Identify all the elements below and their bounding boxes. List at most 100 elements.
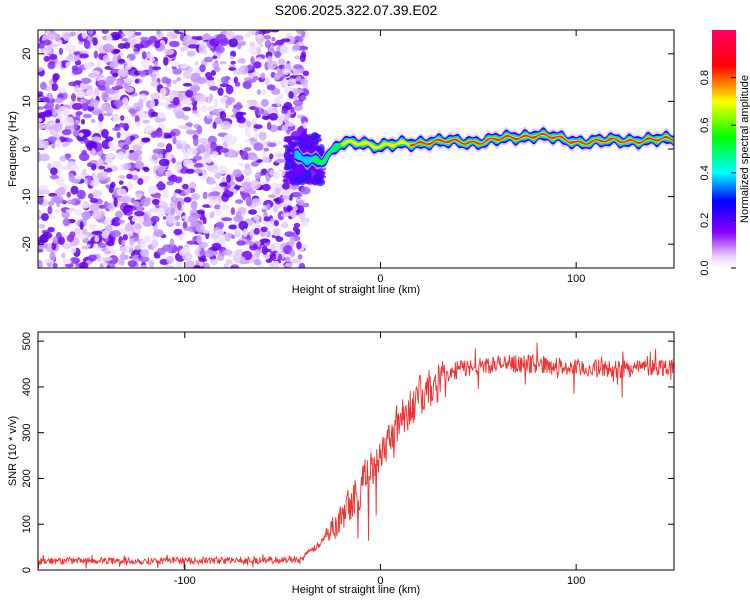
noise-blob (166, 180, 175, 186)
noise-blob (172, 135, 177, 145)
noise-blob (181, 215, 189, 220)
noise-blob (213, 204, 221, 210)
noise-blob (63, 107, 70, 117)
colorbar-tick-label: 0.4 (699, 165, 711, 180)
noise-blob (173, 228, 183, 236)
noise-blob (198, 241, 209, 249)
noise-blob (248, 45, 260, 55)
noise-blob (116, 151, 125, 161)
noise-blob (128, 152, 139, 161)
noise-blob (300, 186, 311, 195)
snr-x-tick-label: 100 (567, 575, 585, 587)
noise-blob (178, 30, 190, 33)
noise-blob (105, 80, 114, 86)
noise-blob (235, 101, 242, 111)
spectrogram-y-tick-label: 20 (21, 48, 33, 60)
noise-blob (207, 135, 218, 145)
noise-blob (188, 39, 199, 45)
noise-blob (68, 175, 76, 183)
noise-blob (102, 112, 113, 117)
colorbar-gradient (712, 30, 736, 268)
noise-blob (196, 94, 207, 102)
noise-blob (115, 210, 124, 219)
noise-blob (204, 249, 214, 258)
noise-blob (66, 191, 71, 198)
noise-blob (274, 74, 281, 80)
noise-blob (219, 204, 230, 211)
noise-blob (134, 31, 142, 36)
noise-blob (268, 112, 279, 121)
noise-blob (196, 234, 203, 244)
noise-blob (266, 203, 271, 209)
noise-blob (104, 216, 113, 226)
noise-blob (219, 60, 227, 65)
noise-blob (165, 170, 173, 176)
figure-title: S206.2025.322.07.39.E02 (275, 2, 438, 18)
noise-blob (228, 38, 239, 48)
noise-blob (208, 115, 214, 119)
noise-blob (49, 43, 60, 48)
noise-blob (194, 60, 199, 66)
noise-blob (106, 176, 111, 183)
noise-blob (283, 116, 289, 125)
noise-blob (119, 253, 125, 262)
snr-y-tick-label: 100 (21, 515, 33, 533)
noise-blob (118, 68, 129, 78)
noise-blob (118, 122, 126, 128)
colorbar-tick-label: 0.8 (699, 70, 711, 85)
onset-blob (299, 176, 309, 182)
noise-blob (175, 221, 181, 227)
noise-blob (226, 174, 231, 183)
noise-blob (52, 74, 58, 84)
noise-blob (219, 110, 227, 120)
noise-blob (51, 241, 57, 251)
noise-blob (140, 238, 152, 244)
noise-blob (170, 61, 181, 67)
noise-blob (157, 180, 164, 190)
noise-blob (133, 102, 144, 111)
noise-blob (98, 204, 106, 209)
noise-blob (223, 262, 229, 268)
noise-blob (221, 176, 226, 184)
noise-blob (51, 109, 57, 117)
noise-blob (42, 39, 52, 46)
noise-blob (302, 70, 310, 77)
noise-blob (130, 197, 136, 203)
noise-blob (260, 108, 265, 114)
noise-blob (261, 115, 271, 120)
noise-blob (254, 249, 261, 258)
noise-blob (252, 61, 262, 69)
noise-blob (238, 162, 245, 167)
noise-blob (124, 78, 133, 84)
noise-blob (215, 34, 227, 44)
noise-blob (182, 252, 193, 262)
noise-blob (190, 193, 201, 201)
noise-blob (247, 64, 253, 71)
noise-blob (38, 196, 44, 205)
snr-y-tick-label: 300 (21, 424, 33, 442)
noise-blob (84, 129, 90, 138)
noise-blob (239, 57, 246, 65)
noise-blob (74, 227, 81, 235)
noise-blob (102, 43, 114, 53)
noise-blob (235, 199, 244, 204)
noise-blob (102, 171, 108, 179)
noise-blob (108, 140, 114, 148)
noise-blob (122, 97, 129, 106)
noise-blob (282, 182, 290, 190)
noise-blob (200, 104, 208, 113)
noise-blob (225, 259, 233, 265)
noise-blob (292, 191, 303, 198)
noise-blob (70, 185, 79, 195)
noise-blob (48, 201, 55, 207)
noise-blob (92, 190, 103, 198)
noise-blob (143, 110, 149, 115)
noise-blob (237, 124, 248, 129)
noise-blob (90, 118, 96, 123)
noise-blob (117, 58, 126, 64)
snr-marks (38, 342, 674, 569)
noise-blob (274, 159, 286, 163)
noise-blob (268, 142, 277, 148)
noise-blob (254, 107, 260, 117)
noise-blob (80, 118, 86, 125)
